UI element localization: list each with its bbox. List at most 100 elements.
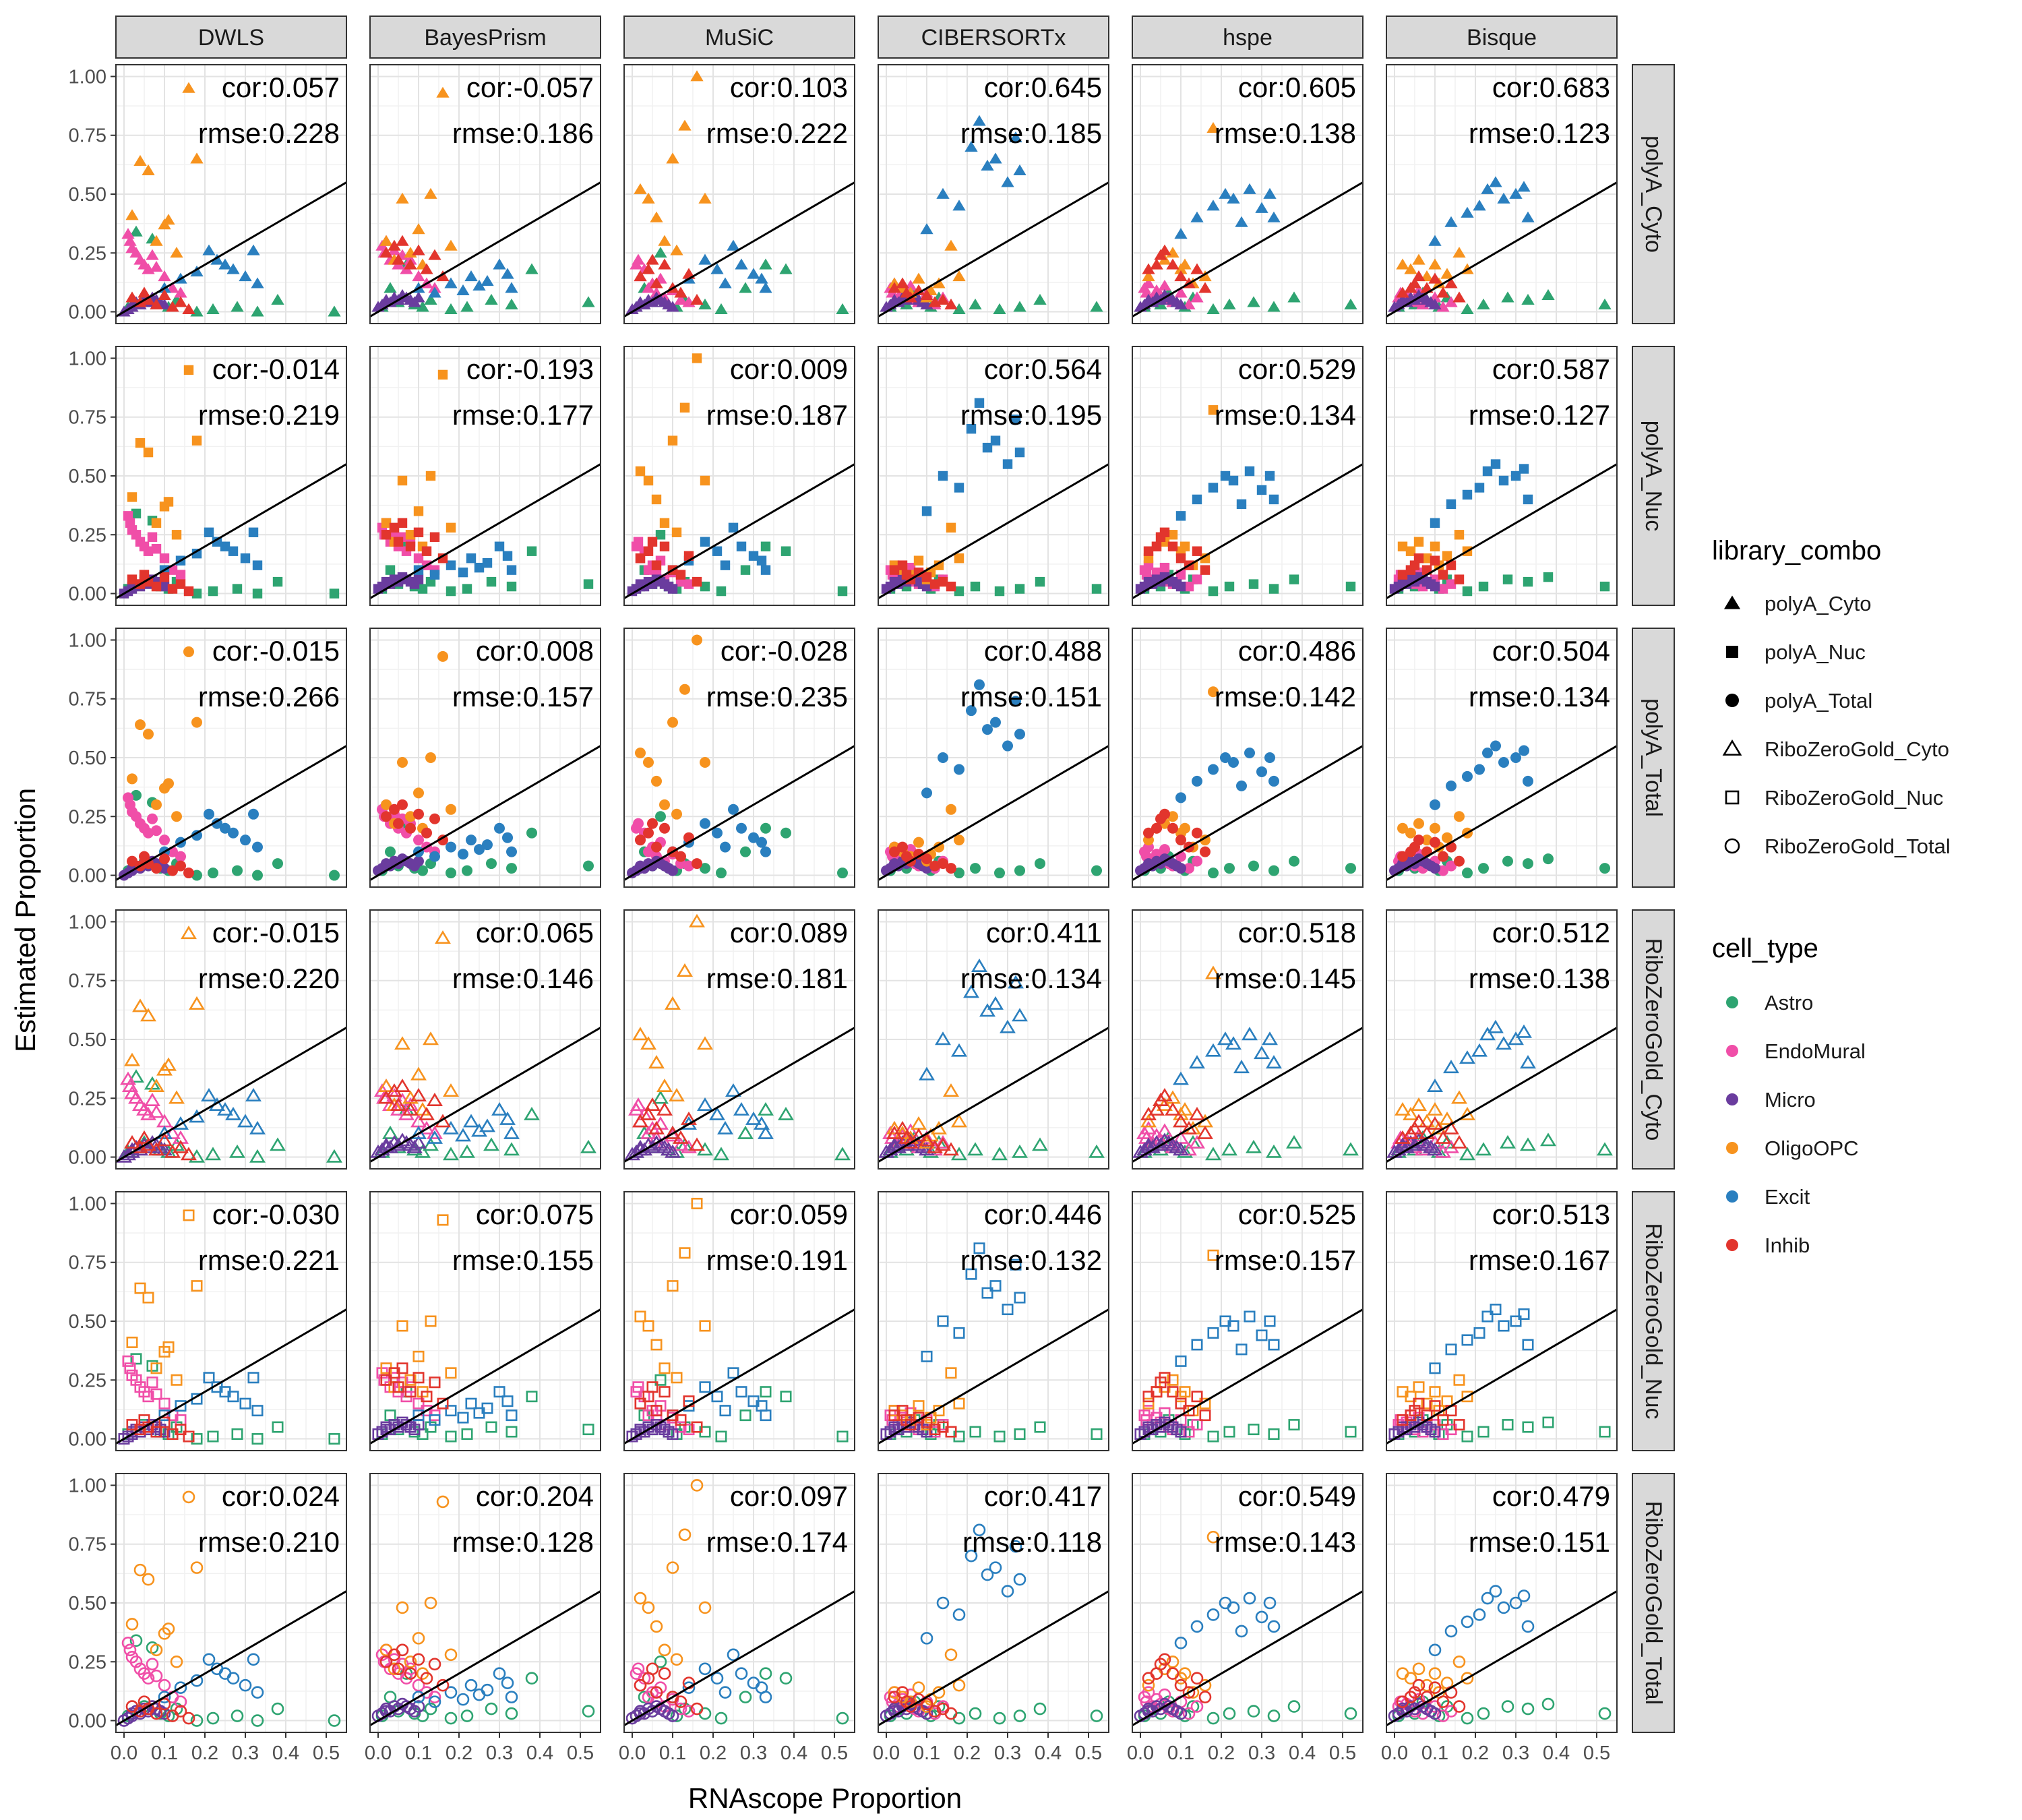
data-point — [656, 1139, 673, 1153]
rmse-annotation: rmse:0.146 — [452, 963, 594, 994]
facet-panel: cor:0.008 rmse:0.157 — [369, 628, 601, 888]
data-point — [174, 286, 187, 298]
data-point — [1397, 541, 1408, 551]
data-point — [1439, 1111, 1455, 1125]
data-point — [251, 1686, 264, 1699]
data-point — [690, 1702, 704, 1716]
data-point — [506, 1426, 518, 1438]
data-point — [191, 717, 202, 728]
data-point — [493, 1667, 506, 1680]
data-point — [651, 560, 662, 570]
data-point — [651, 841, 662, 853]
data-point — [921, 572, 932, 582]
data-point — [397, 475, 408, 486]
data-point — [936, 293, 950, 305]
data-point — [1159, 562, 1170, 573]
data-point — [506, 846, 517, 857]
y-tick-label: 1.00 — [69, 630, 106, 651]
rmse-annotation: rmse:0.221 — [198, 1244, 340, 1276]
data-point — [129, 247, 143, 258]
data-point — [1009, 131, 1022, 143]
data-point — [1542, 1416, 1554, 1428]
data-point — [1174, 1637, 1188, 1649]
data-point — [952, 270, 966, 282]
data-point — [642, 1320, 654, 1332]
data-point — [970, 581, 981, 592]
data-point — [905, 1419, 917, 1431]
data-point — [1012, 1008, 1028, 1022]
data-point — [134, 1282, 146, 1294]
rmse-annotation: rmse:0.187 — [706, 399, 848, 431]
data-point — [1151, 541, 1162, 551]
data-point — [780, 827, 791, 839]
data-point — [1014, 729, 1025, 740]
data-point — [697, 1036, 713, 1050]
data-point — [392, 1381, 404, 1393]
identity-line — [878, 1027, 1109, 1163]
data-point — [1001, 1585, 1014, 1598]
data-point — [912, 284, 925, 296]
x-tick-label: 0.4 — [1289, 1742, 1316, 1764]
data-point — [482, 557, 493, 568]
data-point — [755, 272, 768, 284]
data-point — [946, 863, 956, 874]
data-point — [1453, 1374, 1465, 1386]
data-point — [1148, 1102, 1165, 1116]
data-point — [652, 1137, 669, 1151]
data-point — [1452, 1700, 1466, 1713]
data-point — [1174, 1707, 1188, 1720]
data-point — [410, 1134, 427, 1149]
legend-color-key — [1726, 1142, 1738, 1154]
data-point — [946, 581, 956, 592]
data-point — [1496, 1036, 1512, 1050]
data-point — [728, 522, 739, 533]
data-point — [679, 684, 690, 695]
data-point — [1158, 1688, 1171, 1701]
data-point — [1444, 216, 1458, 227]
data-point — [1509, 1596, 1523, 1610]
data-point — [479, 1118, 495, 1132]
rmse-annotation: rmse:0.228 — [198, 117, 340, 149]
data-point — [936, 187, 950, 199]
data-point — [1208, 483, 1219, 493]
data-point — [1412, 1678, 1426, 1692]
data-point — [735, 1667, 748, 1680]
data-point — [1518, 1308, 1530, 1321]
data-point — [481, 1402, 493, 1414]
data-point — [651, 775, 662, 787]
data-point — [189, 996, 205, 1010]
data-point — [1268, 494, 1279, 505]
data-point — [462, 865, 472, 876]
data-point — [396, 1643, 409, 1657]
data-point — [894, 1120, 911, 1134]
data-point — [1413, 818, 1424, 829]
data-point — [1166, 258, 1180, 270]
data-point — [973, 1242, 985, 1254]
data-point — [1517, 181, 1531, 192]
panel-border — [1132, 909, 1364, 1170]
y-tick-label: 1.00 — [69, 1193, 106, 1215]
y-tick-label: 0.00 — [69, 1429, 106, 1451]
data-point — [429, 1414, 441, 1426]
data-point — [131, 508, 142, 519]
data-point — [632, 253, 645, 265]
data-point — [1090, 1709, 1103, 1722]
data-point — [131, 789, 142, 801]
data-point — [921, 506, 932, 516]
data-point — [679, 402, 690, 413]
row-strip — [1632, 1191, 1675, 1451]
data-point — [1248, 860, 1259, 872]
data-point — [505, 1691, 518, 1703]
data-point — [396, 1362, 408, 1374]
x-tick-label: 0.0 — [365, 1742, 392, 1764]
data-point — [506, 1409, 518, 1422]
data-point — [658, 1386, 671, 1398]
data-point — [1207, 1249, 1219, 1261]
data-point — [1413, 1381, 1425, 1393]
data-point — [964, 140, 978, 152]
data-point — [969, 1426, 981, 1438]
data-point — [393, 537, 404, 547]
data-point — [1345, 1426, 1357, 1438]
data-point — [1510, 752, 1521, 763]
data-point — [698, 298, 712, 309]
